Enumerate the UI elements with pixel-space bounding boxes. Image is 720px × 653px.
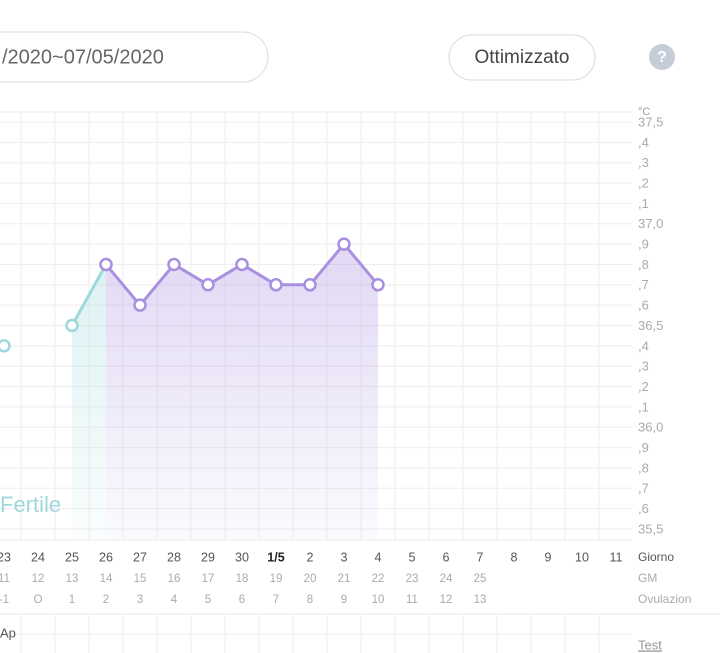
unit: °C bbox=[638, 106, 650, 118]
row-value: 12 bbox=[440, 594, 453, 606]
row-label: GM bbox=[638, 571, 657, 585]
x-tick-label: 4 bbox=[375, 550, 382, 564]
x-tick-label: 9 bbox=[545, 550, 552, 564]
row-value: -1 bbox=[0, 594, 9, 606]
data-point bbox=[201, 278, 215, 292]
y-tick-label: ,3 bbox=[638, 155, 649, 170]
x-tick-label: 30 bbox=[235, 550, 249, 564]
x-tick-label: 1/5 bbox=[267, 550, 284, 564]
x-tick-label: 23 bbox=[0, 550, 11, 564]
y-tick-label: 35,5 bbox=[638, 521, 663, 536]
row-value: 4 bbox=[171, 594, 178, 606]
data-point bbox=[235, 257, 249, 272]
x-tick-label: 11 bbox=[610, 550, 623, 564]
x-tick-label: 25 bbox=[65, 550, 79, 564]
x-tick-label: 27 bbox=[133, 550, 147, 564]
x-tick-label: 5 bbox=[409, 550, 416, 564]
x-tick-label: 6 bbox=[443, 550, 450, 564]
x-tick-label: 8 bbox=[511, 550, 518, 564]
y-tick-label: ,1 bbox=[638, 196, 649, 211]
data-point bbox=[303, 278, 317, 292]
date-range[interactable]: /2020~07/05/2020 bbox=[2, 46, 164, 68]
row-value: 21 bbox=[338, 573, 351, 585]
row-value: 7 bbox=[273, 594, 279, 606]
row-value: 5 bbox=[205, 594, 211, 606]
row-value: 15 bbox=[134, 573, 147, 585]
x-tick-label: 29 bbox=[201, 550, 215, 564]
phase-label: Fertile bbox=[0, 492, 61, 517]
row-value: 17 bbox=[202, 573, 215, 585]
y-tick-label: ,2 bbox=[638, 175, 649, 190]
series-line bbox=[70, 263, 108, 327]
y-tick-label: ,9 bbox=[638, 440, 649, 455]
row-value: 13 bbox=[474, 594, 487, 606]
y-tick-label: 36,0 bbox=[638, 420, 663, 435]
row-value: 24 bbox=[440, 573, 453, 585]
row-value: 14 bbox=[100, 573, 113, 585]
x-tick-label: 28 bbox=[167, 550, 181, 564]
mode-label[interactable]: Ottimizzato bbox=[474, 47, 569, 68]
row-value: 1 bbox=[69, 594, 75, 606]
x-tick-label: 10 bbox=[575, 550, 589, 564]
row-value: 13 bbox=[66, 573, 79, 585]
data-point bbox=[0, 339, 11, 353]
x-tick-label: 26 bbox=[99, 550, 113, 564]
date-range-box[interactable] bbox=[0, 31, 269, 83]
y-tick-label: ,7 bbox=[638, 481, 649, 496]
row-label: Ovulazion bbox=[638, 592, 691, 606]
test-link[interactable]: Test bbox=[638, 637, 662, 652]
row-value: 16 bbox=[168, 573, 181, 585]
y-tick-label: ,8 bbox=[638, 460, 649, 475]
background-grid bbox=[0, 111, 632, 653]
row-value: 12 bbox=[32, 573, 45, 585]
data-point bbox=[337, 237, 351, 251]
row-value: 10 bbox=[372, 594, 385, 606]
y-tick-label: ,6 bbox=[638, 298, 649, 313]
footer-label: Ap bbox=[0, 625, 16, 640]
row-value: 25 bbox=[474, 573, 487, 585]
data-point bbox=[371, 278, 385, 292]
x-tick-label: 3 bbox=[341, 550, 348, 564]
mode-button[interactable] bbox=[448, 34, 596, 81]
x-tick-label: 2 bbox=[307, 550, 314, 564]
x-tick-label: 24 bbox=[31, 550, 45, 564]
y-tick-label: ,4 bbox=[638, 338, 649, 353]
row-value: 9 bbox=[341, 594, 347, 606]
row-value: 18 bbox=[236, 573, 249, 585]
y-tick-label: ,8 bbox=[638, 257, 649, 272]
row-value: O bbox=[34, 594, 43, 606]
data-point bbox=[65, 318, 79, 333]
y-tick-label: ,6 bbox=[638, 501, 649, 516]
help-icon[interactable] bbox=[649, 44, 675, 70]
y-tick-label: 37,5 bbox=[638, 114, 663, 129]
y-tick-label: 36,5 bbox=[638, 318, 663, 333]
area bbox=[106, 244, 378, 540]
y-tick-label: ,7 bbox=[638, 277, 649, 292]
data-point bbox=[269, 278, 283, 292]
row-value: 20 bbox=[304, 573, 317, 585]
data-point bbox=[167, 257, 181, 272]
help-icon-text[interactable]: ? bbox=[657, 49, 667, 66]
area bbox=[72, 264, 106, 540]
row-value: 11 bbox=[406, 594, 418, 606]
row-value: 11 bbox=[0, 573, 10, 585]
data-point bbox=[133, 298, 147, 312]
y-tick-label: ,1 bbox=[638, 399, 649, 414]
row-value: 3 bbox=[137, 594, 143, 606]
row-value: 22 bbox=[372, 573, 385, 585]
y-tick-label: ,9 bbox=[638, 237, 649, 252]
row-value: 2 bbox=[103, 594, 109, 606]
y-tick-label: ,2 bbox=[638, 379, 649, 394]
y-tick-label: ,3 bbox=[638, 359, 649, 374]
row-value: 6 bbox=[239, 594, 245, 606]
row-value: 19 bbox=[270, 573, 283, 585]
row-value: 23 bbox=[406, 573, 419, 585]
data-point bbox=[99, 257, 113, 272]
x-tick-label: 7 bbox=[477, 550, 484, 564]
y-tick-label: 37,0 bbox=[638, 216, 663, 231]
row-value: 8 bbox=[307, 594, 313, 606]
y-tick-label: ,4 bbox=[638, 135, 649, 150]
row-label: Giorno bbox=[638, 550, 674, 564]
